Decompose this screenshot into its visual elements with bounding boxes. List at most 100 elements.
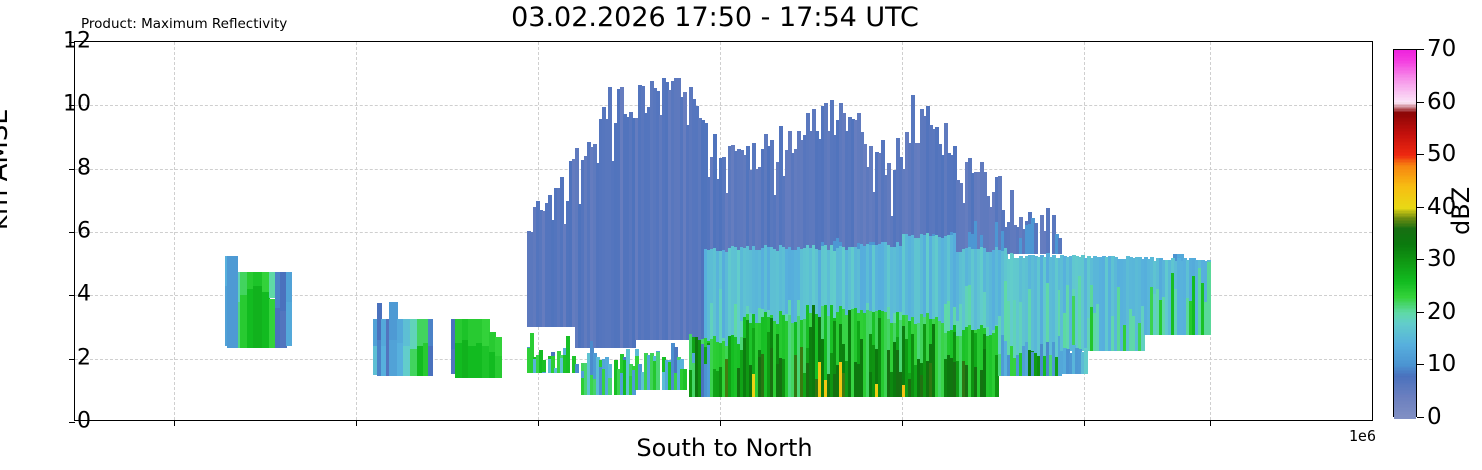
colorbar-segment xyxy=(1394,139,1416,142)
colorbar-segment xyxy=(1394,207,1416,210)
reflectivity-cell xyxy=(536,355,540,373)
colorbar-segment xyxy=(1394,108,1416,111)
reflectivity-cell xyxy=(713,369,717,398)
colorbar-segment xyxy=(1394,83,1416,86)
reflectivity-cell xyxy=(701,344,705,398)
reflectivity-cell xyxy=(866,310,870,398)
reflectivity-cell xyxy=(644,113,648,340)
reflectivity-cell xyxy=(923,323,927,398)
reflectivity-cell xyxy=(980,161,984,255)
colorbar-segment xyxy=(1394,170,1416,173)
reflectivity-cell xyxy=(938,320,942,398)
colorbar-segment xyxy=(1394,273,1416,276)
colorbar-segment xyxy=(1394,202,1416,205)
colorbar-segment xyxy=(1394,376,1416,379)
reflectivity-cell xyxy=(716,342,720,398)
reflectivity-cell xyxy=(821,106,825,274)
reflectivity-cell xyxy=(893,170,897,274)
reflectivity-cell xyxy=(1090,306,1094,351)
colorbar-segment xyxy=(1394,161,1416,164)
colorbar-segment xyxy=(1394,279,1416,282)
colorbar-segment xyxy=(1394,365,1416,368)
colorbar-segment xyxy=(1394,173,1416,176)
colorbar-segment xyxy=(1394,248,1416,251)
reflectivity-cell xyxy=(462,339,469,378)
reflectivity-cell xyxy=(389,339,398,377)
reflectivity-cell xyxy=(968,232,972,255)
reflectivity-cell xyxy=(791,250,795,381)
reflectivity-cell xyxy=(1120,259,1124,351)
reflectivity-cell xyxy=(842,372,846,398)
reflectivity-cell xyxy=(1052,215,1056,255)
colorbar-segment xyxy=(1394,198,1416,201)
reflectivity-cell xyxy=(587,352,591,396)
reflectivity-cell xyxy=(746,320,750,398)
reflectivity-cell xyxy=(929,235,933,381)
reflectivity-cell xyxy=(995,355,999,398)
reflectivity-cell xyxy=(926,313,930,398)
reflectivity-cell xyxy=(1013,224,1017,255)
colorbar-segment xyxy=(1394,133,1416,136)
reflectivity-cell xyxy=(614,123,618,348)
reflectivity-cell xyxy=(542,360,546,373)
reflectivity-cell xyxy=(854,119,858,274)
colorbar-tick xyxy=(1417,417,1424,418)
reflectivity-cell xyxy=(725,358,729,398)
reflectivity-cell xyxy=(1019,302,1023,362)
colorbar-segment xyxy=(1394,239,1416,242)
reflectivity-cell xyxy=(851,309,855,398)
reflectivity-cell xyxy=(743,247,747,372)
reflectivity-cell xyxy=(887,163,891,274)
reflectivity-cell xyxy=(410,349,418,377)
reflectivity-cell xyxy=(1025,256,1029,362)
reflectivity-cell xyxy=(827,130,831,274)
reflectivity-cell xyxy=(824,103,828,274)
reflectivity-cell xyxy=(1040,214,1044,255)
reflectivity-cell xyxy=(890,372,894,398)
reflectivity-cell xyxy=(584,363,588,396)
reflectivity-cell xyxy=(1007,300,1011,362)
reflectivity-cell xyxy=(262,271,270,293)
reflectivity-cell xyxy=(926,360,930,398)
colorbar-segment xyxy=(1394,96,1416,99)
reflectivity-cell xyxy=(719,289,723,372)
colorbar-tick-label: 10 xyxy=(1427,351,1457,378)
colorbar-segment xyxy=(1394,126,1416,129)
reflectivity-cell xyxy=(1069,352,1073,375)
reflectivity-cell xyxy=(800,346,804,398)
reflectivity-cell xyxy=(253,285,263,348)
reflectivity-cell xyxy=(542,371,546,373)
reflectivity-cell xyxy=(1177,257,1181,335)
reflectivity-cell xyxy=(455,342,463,378)
colorbar-segment xyxy=(1394,91,1416,94)
reflectivity-cell xyxy=(974,366,978,398)
reflectivity-cell xyxy=(839,323,843,398)
reflectivity-cell xyxy=(773,195,777,277)
reflectivity-cell xyxy=(563,354,567,373)
reflectivity-cell xyxy=(644,352,648,391)
colorbar-segment xyxy=(1394,368,1416,371)
colorbar-segment xyxy=(1394,388,1416,391)
reflectivity-cell xyxy=(1052,254,1056,362)
reflectivity-cell xyxy=(713,248,717,372)
reflectivity-cell xyxy=(884,174,888,274)
colorbar-segment xyxy=(1394,75,1416,78)
reflectivity-cell xyxy=(848,365,852,398)
reflectivity-cell xyxy=(713,336,717,398)
reflectivity-cell xyxy=(935,316,939,398)
reflectivity-cell xyxy=(1204,301,1208,335)
reflectivity-cell xyxy=(941,323,945,398)
reflectivity-cell xyxy=(689,87,693,340)
reflectivity-cell xyxy=(1004,341,1008,377)
reflectivity-cell xyxy=(1078,349,1082,375)
colorbar-segment xyxy=(1394,327,1416,330)
reflectivity-cell xyxy=(722,341,726,398)
reflectivity-cell xyxy=(1019,238,1023,255)
reflectivity-cell xyxy=(785,320,789,398)
reflectivity-cell xyxy=(974,221,978,255)
reflectivity-cell xyxy=(656,90,660,340)
y-axis-label: km AMSL xyxy=(0,110,14,230)
reflectivity-cell xyxy=(983,348,987,398)
reflectivity-cell xyxy=(818,138,822,277)
reflectivity-cell xyxy=(920,374,924,398)
